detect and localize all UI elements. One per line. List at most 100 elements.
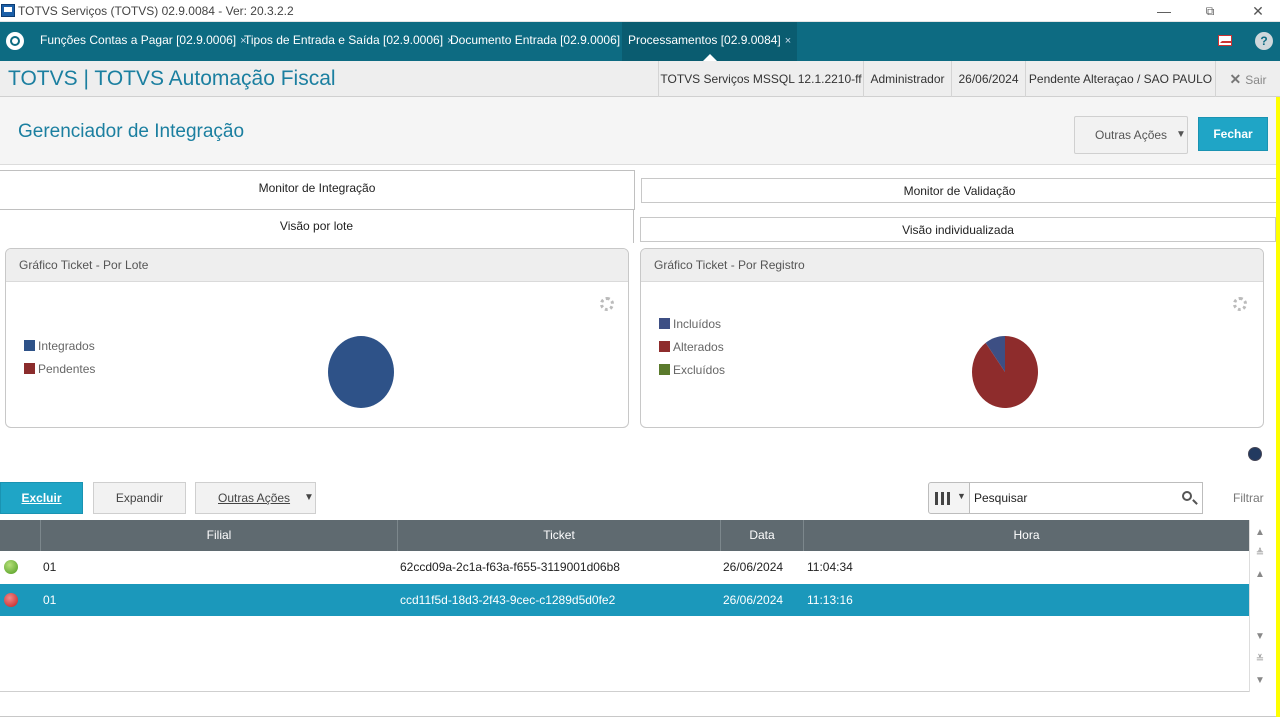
page-toolbar: Gerenciador de Integração Outras Ações ▼… xyxy=(0,97,1280,165)
tab-visao-lote[interactable]: Visão por lote xyxy=(0,210,634,243)
legend-label: Pendentes xyxy=(38,362,96,376)
exit-label: Sair xyxy=(1245,73,1267,87)
expand-icon[interactable] xyxy=(1248,447,1262,461)
app-header: TOTVS | TOTVS Automação Fiscal TOTVS Ser… xyxy=(0,61,1280,97)
chart-legend: Integrados Pendentes xyxy=(24,335,95,381)
dropdown-arrow-icon: ▼ xyxy=(1176,129,1186,140)
exit-button[interactable]: ✕ Sair xyxy=(1215,61,1280,97)
active-tab-caret xyxy=(702,54,717,61)
tab-tipos-entrada-saida[interactable]: Tipos de Entrada e Saída [02.9.0006] × xyxy=(244,22,453,61)
legend-swatch xyxy=(659,364,670,375)
tickets-grid: Filial Ticket Data Hora 01 62ccd09a-2c1a… xyxy=(0,520,1249,692)
window-edge xyxy=(1276,97,1280,717)
tab-divider xyxy=(0,209,635,210)
tab-close-icon[interactable]: × xyxy=(447,35,454,47)
chart-panel-lote: Gráfico Ticket - Por Lote Integrados Pen… xyxy=(5,248,629,428)
tab-label: Tipos de Entrada e Saída [02.9.0006] xyxy=(244,33,444,47)
tab-visao-individualizada[interactable]: Visão individualizada xyxy=(640,217,1276,242)
minimize-button[interactable]: — xyxy=(1157,3,1171,19)
grid-scrollbar[interactable]: ▲ ≜ ▲ ▼ ≚ ▼ xyxy=(1249,520,1269,692)
pie-slice-integrados[interactable] xyxy=(328,336,394,408)
tab-label: Funções Contas a Pagar [02.9.0006] xyxy=(40,33,237,47)
status-red-icon xyxy=(4,593,18,607)
tab-close-icon[interactable]: × xyxy=(240,35,247,47)
scroll-up-icon[interactable]: ▲ xyxy=(1255,569,1265,580)
column-header-ticket[interactable]: Ticket xyxy=(397,520,720,551)
user-label: Administrador xyxy=(863,61,951,97)
dropdown-arrow-icon: ▼ xyxy=(304,492,314,503)
search-field[interactable] xyxy=(969,482,1203,514)
outras-acoes-button[interactable]: Outras Ações ▼ xyxy=(195,482,316,514)
table-row[interactable]: 01 62ccd09a-2c1a-f63a-f655-3119001d06b8 … xyxy=(0,551,1249,583)
cell-hora: 11:04:34 xyxy=(807,560,853,574)
fechar-button[interactable]: Fechar xyxy=(1198,117,1268,151)
mail-icon[interactable] xyxy=(1218,35,1232,46)
scroll-page-up-icon[interactable]: ≜ xyxy=(1255,548,1265,559)
scroll-down-icon[interactable]: ▼ xyxy=(1255,631,1265,642)
scroll-top-icon[interactable]: ▲ xyxy=(1255,527,1265,538)
grid-header: Filial Ticket Data Hora xyxy=(0,520,1249,551)
column-header-hora[interactable]: Hora xyxy=(803,520,1249,551)
tab-documento-entrada[interactable]: Documento Entrada [02.9.0006]× xyxy=(450,22,631,61)
outras-acoes-label: Outras Ações xyxy=(218,491,291,505)
columns-icon xyxy=(935,492,950,505)
bottom-divider xyxy=(0,716,1280,717)
legend-label: Alterados xyxy=(673,340,724,354)
gear-icon[interactable] xyxy=(600,297,614,311)
environment-label: TOTVS Serviços MSSQL 12.1.2210-ff xyxy=(658,61,863,97)
cell-data: 26/06/2024 xyxy=(723,593,784,607)
module-tabbar: Funções Contas a Pagar [02.9.0006] × Tipo… xyxy=(0,22,1280,61)
cell-hora: 11:13:16 xyxy=(807,593,853,607)
legend-item: Excluídos xyxy=(659,359,725,382)
legend-label: Incluídos xyxy=(673,317,722,331)
cell-filial: 01 xyxy=(43,560,57,574)
status-label: Pendente Alteraçao / SAO PAULO xyxy=(1025,61,1215,97)
dropdown-arrow-icon: ▼ xyxy=(957,491,966,501)
close-icon: ✕ xyxy=(1229,71,1242,87)
chart-title: Gráfico Ticket - Por Lote xyxy=(6,249,628,282)
outras-acoes-button-top[interactable]: Outras Ações ▼ xyxy=(1074,116,1188,154)
search-input[interactable] xyxy=(974,489,1174,507)
window-title: TOTVS Serviços (TOTVS) 02.9.0084 - Ver: … xyxy=(18,4,294,18)
pie-slice-1[interactable] xyxy=(972,336,1038,408)
page-title: Gerenciador de Integração xyxy=(18,121,245,142)
legend-swatch xyxy=(659,341,670,352)
gear-icon[interactable] xyxy=(1233,297,1247,311)
home-icon[interactable] xyxy=(6,32,24,50)
excluir-label: Excluir xyxy=(21,491,62,505)
pie-slice-0[interactable] xyxy=(985,336,1005,372)
scroll-bottom-icon[interactable]: ▼ xyxy=(1255,675,1265,686)
window-titlebar: TOTVS Serviços (TOTVS) 02.9.0084 - Ver: … xyxy=(0,0,1280,22)
legend-item: Incluídos xyxy=(659,313,725,336)
app-brand: TOTVS | TOTVS Automação Fiscal xyxy=(8,67,336,90)
restore-button[interactable]: ⧉ xyxy=(1205,4,1215,18)
chart-legend: Incluídos Alterados Excluídos xyxy=(659,313,725,382)
column-header-data[interactable]: Data xyxy=(720,520,803,551)
chart-panel-registro: Gráfico Ticket - Por Registro Incluídos … xyxy=(640,248,1264,428)
status-column-header[interactable] xyxy=(0,520,40,551)
excluir-button[interactable]: Excluir xyxy=(0,482,83,514)
tab-processamentos[interactable]: Processamentos [02.9.0084] × xyxy=(622,22,798,61)
pie-chart xyxy=(328,336,394,408)
columns-button[interactable]: ▼ xyxy=(928,482,970,514)
tab-monitor-validacao[interactable]: Monitor de Validação xyxy=(641,178,1278,203)
help-icon[interactable]: ? xyxy=(1255,32,1273,50)
tab-monitor-integracao[interactable]: Monitor de Integração xyxy=(0,170,635,210)
expandir-button[interactable]: Expandir xyxy=(93,482,186,514)
search-icon[interactable] xyxy=(1182,491,1192,501)
cell-data: 26/06/2024 xyxy=(723,560,784,574)
chart-title: Gráfico Ticket - Por Registro xyxy=(641,249,1263,282)
filtrar-link[interactable]: Filtrar xyxy=(1233,491,1264,505)
app-icon xyxy=(1,4,15,17)
column-header-filial[interactable]: Filial xyxy=(40,520,397,551)
date-label: 26/06/2024 xyxy=(951,61,1025,97)
table-row[interactable]: 01 ccd11f5d-18d3-2f43-9cec-c1289d5d0fe2 … xyxy=(0,584,1249,616)
status-green-icon xyxy=(4,560,18,574)
close-window-button[interactable]: ✕ xyxy=(1252,3,1264,19)
outras-acoes-label: Outras Ações xyxy=(1095,128,1168,142)
scroll-page-down-icon[interactable]: ≚ xyxy=(1255,654,1265,665)
tab-close-icon[interactable]: × xyxy=(784,35,792,47)
tab-funcoes-contas-pagar[interactable]: Funções Contas a Pagar [02.9.0006] × xyxy=(40,22,247,61)
legend-item: Integrados xyxy=(24,335,95,358)
legend-label: Integrados xyxy=(38,339,95,353)
